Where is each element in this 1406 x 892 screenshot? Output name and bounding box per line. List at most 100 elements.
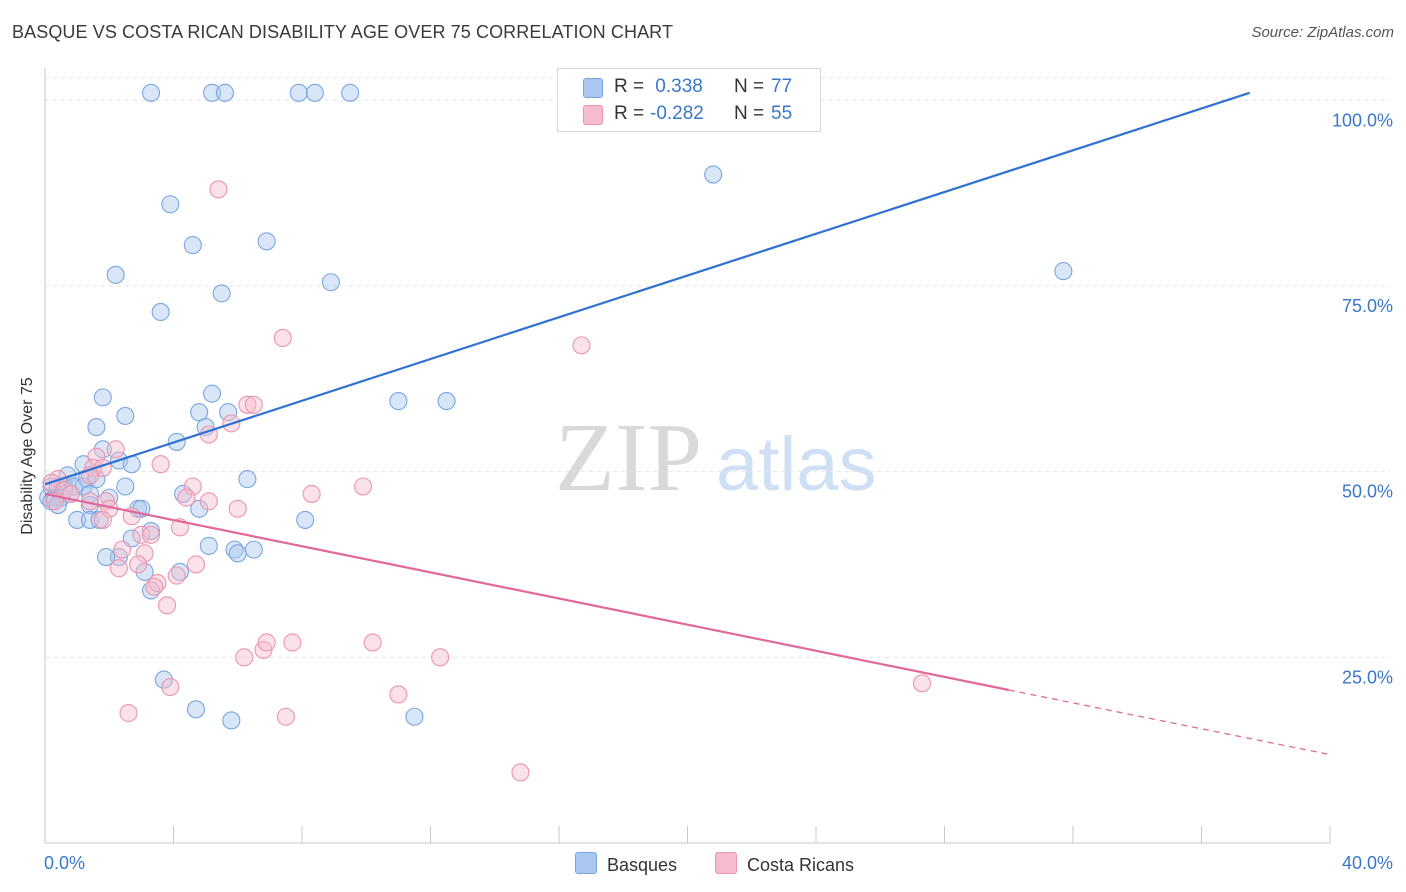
costa-rican-point [244,395,263,414]
n-label: N = [734,103,765,124]
basque-point [141,83,161,102]
basque-point [135,562,154,581]
y-tick-label: 50.0% [1342,482,1393,502]
costa-rican-point [238,395,257,414]
basque-point [238,470,257,489]
basque-point [203,83,222,102]
x-tick-label: 40.0% [1342,853,1393,873]
r-value: 0.338 [650,76,703,97]
costa-rican-point [141,525,161,544]
legend-swatch-basques [583,78,603,98]
legend-swatch-basques [575,852,597,874]
legend-label-basques: Basques [607,855,678,875]
costa-rican-point [228,499,247,518]
costa-rican-point [353,477,373,496]
costa-rican-point [129,555,148,574]
n-value: 77 [771,76,793,97]
basque-point [106,265,125,284]
basque-point [305,83,324,102]
costa-rican-point [135,544,154,563]
basque-point [212,284,231,303]
costa-rican-point [209,180,228,199]
legend-swatch-costa-ricans [583,105,603,125]
basque-point [437,392,456,411]
costa-rican-trend-line-extension [1008,689,1331,756]
axes [44,68,1331,844]
legend-row-basques: R = 0.338 N = 77 [558,74,820,100]
costa-rican-point [283,633,302,652]
costa-rican-point [161,677,180,697]
basque-point [289,83,308,102]
basque-point [222,711,241,730]
correlation-legend: R = 0.338 N = 77 R = -0.282 N = 55 [557,68,821,132]
tick-labels: 25.0% 50.0% 75.0% 100.0% 0.0% 40.0% [44,110,1393,873]
basque-point [93,440,112,459]
basque-point [151,302,170,322]
basque-point [116,406,135,425]
watermark-atlas: atlas [716,422,877,507]
n-label: N = [734,76,765,97]
legend-item-basques: Basques [575,852,677,876]
costa-rican-point [151,455,170,474]
costa-rican-point [145,577,164,596]
chart-title: BASQUE VS COSTA RICAN DISABILITY AGE OVE… [12,22,674,42]
costa-rican-point [113,540,132,559]
costa-rican-point [177,488,196,507]
costa-rican-point [363,633,382,652]
basque-point [161,195,180,214]
grid [45,77,1390,658]
basque-point [389,392,408,411]
costa-rican-point [276,707,295,726]
r-value: -0.282 [650,103,704,124]
basque-point [215,83,234,102]
basque-point [228,544,247,563]
source-label: Source: ZipAtlas.com [1251,24,1394,41]
costa-rican-point [199,492,218,511]
basque-point [244,540,263,559]
x-tick-label: 0.0% [44,853,85,873]
trend-lines [44,91,1331,756]
basque-point [704,165,723,184]
costa-rican-point [511,763,530,782]
costa-rican-point [183,477,202,496]
basque-point [80,510,100,529]
watermark: ZIP atlas [555,404,877,512]
basque-point [190,499,209,518]
basque-point [219,403,238,422]
costa-rican-point [302,484,321,503]
costa-rican-point [87,447,106,466]
basque-point [87,418,106,437]
legend-label-costa-ricans: Costa Ricans [747,855,855,875]
costa-rican-point [109,559,128,578]
costa-rican-point [167,566,186,585]
costa-rican-point [158,596,177,615]
r-label: R = [614,103,645,124]
costa-rican-point [273,328,292,348]
y-tick-label: 100.0% [1332,110,1393,130]
basque-point [154,670,173,689]
basque-point [68,510,87,529]
basque-point [1054,262,1073,281]
costa-rican-trend-line [44,492,1009,692]
y-tick-label: 25.0% [1342,667,1393,687]
costa-rican-point [912,674,932,693]
watermark-zip: ZIP [555,404,702,512]
costa-rican-point [235,648,254,667]
basque-point [186,700,206,719]
costa-rican-point [431,648,450,667]
costa-rican-point [132,525,151,544]
costa-rican-point [93,510,112,529]
basque-point [257,232,276,251]
basque-point [116,477,135,496]
costa-rican-point [119,703,138,723]
points [39,83,1073,782]
costa-rican-point [186,555,206,574]
basque-point [183,236,202,255]
costa-rican-point [106,440,125,459]
basque-point [341,83,360,102]
basque-point [321,273,340,292]
basque-point [96,548,116,567]
basque-point [296,510,315,529]
n-value: 55 [771,103,793,124]
